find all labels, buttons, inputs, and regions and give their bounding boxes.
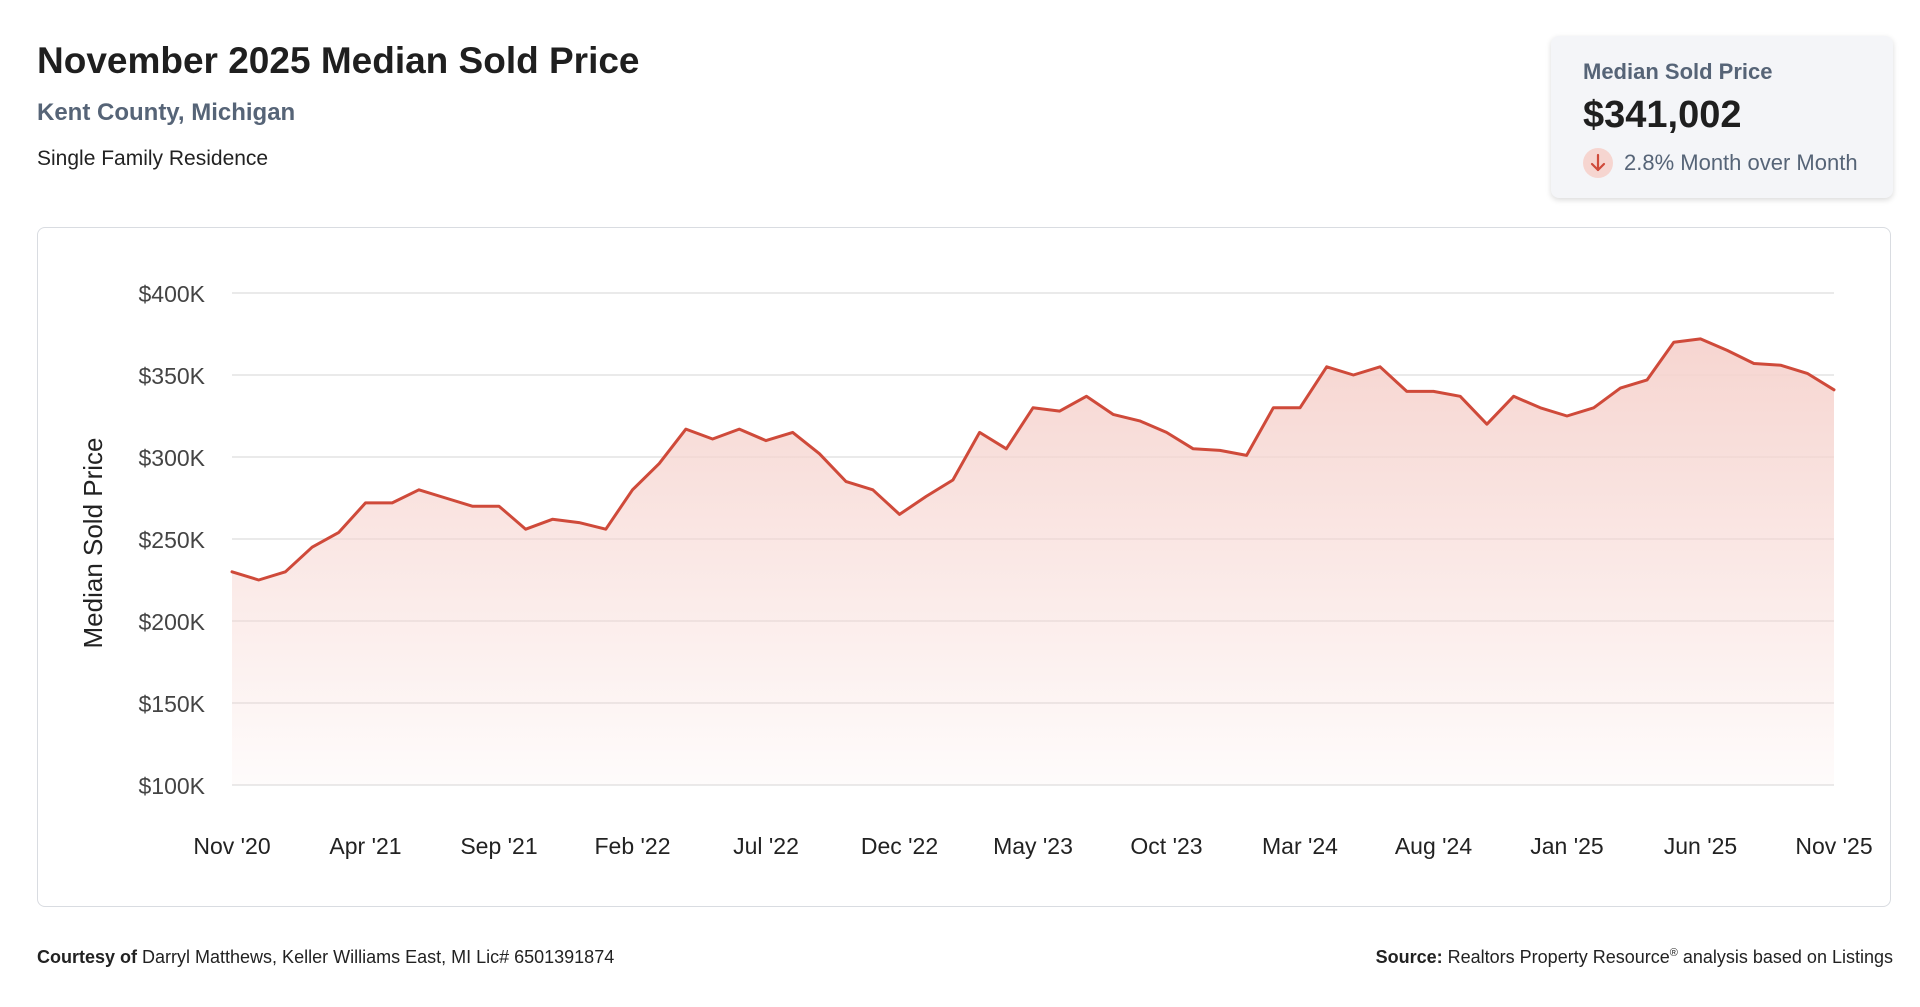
location-subtitle: Kent County, Michigan: [37, 99, 296, 126]
x-tick-label: Aug '24: [1395, 833, 1472, 859]
series-area: [232, 338, 1834, 785]
x-tick-label: Mar '24: [1262, 833, 1338, 859]
courtesy-text: Darryl Matthews, Keller Williams East, M…: [142, 947, 615, 967]
stat-card: Median Sold Price $341,002 2.8% Month ov…: [1551, 36, 1893, 198]
source-text-a: Realtors Property Resource: [1447, 947, 1670, 967]
y-tick-label: $250K: [138, 527, 205, 553]
x-tick-label: Nov '20: [193, 833, 270, 859]
x-tick-label: Jul '22: [733, 833, 799, 859]
change-text: 2.8% Month over Month: [1624, 150, 1858, 175]
source-label: Source:: [1375, 947, 1443, 967]
median-price-chart: $100K $150K $200K $250K $300K $350K $400K Nov …: [78, 281, 1873, 859]
y-tick-label: $150K: [138, 691, 205, 717]
arrow-down-icon: [1583, 148, 1613, 178]
stat-change: 2.8% Month over Month: [1583, 148, 1858, 178]
footer-courtesy: Courtesy of Darryl Matthews, Keller Will…: [37, 947, 614, 968]
page-title: November 2025 Median Sold Price: [37, 40, 640, 81]
y-tick-label: $200K: [138, 609, 205, 635]
courtesy-label: Courtesy of: [37, 947, 138, 967]
stat-value: $341,002: [1583, 94, 1742, 136]
source-text-b: analysis based on Listings: [1682, 947, 1893, 967]
x-tick-label: Nov '25: [1795, 833, 1872, 859]
x-tick-label: May '23: [993, 833, 1073, 859]
x-tick-label: Sep '21: [460, 833, 537, 859]
x-tick-label: Jan '25: [1530, 833, 1603, 859]
y-axis-label: Median Sold Price: [78, 438, 108, 649]
property-type: Single Family Residence: [37, 147, 269, 170]
registered-mark: ®: [1669, 947, 1678, 959]
x-tick-label: Oct '23: [1130, 833, 1202, 859]
x-tick-label: Apr '21: [329, 833, 401, 859]
x-tick-label: Jun '25: [1664, 833, 1737, 859]
y-tick-label: $100K: [138, 773, 205, 799]
y-tick-label: $400K: [138, 281, 205, 307]
footer-source: Source: Realtors Property Resource® anal…: [1376, 947, 1893, 968]
series-line: [230, 337, 1836, 582]
y-tick-label: $300K: [138, 445, 205, 471]
y-tick-label: $350K: [138, 363, 205, 389]
stat-label: Median Sold Price: [1583, 59, 1773, 84]
x-tick-label: Feb '22: [595, 833, 671, 859]
x-tick-label: Dec '22: [861, 833, 938, 859]
